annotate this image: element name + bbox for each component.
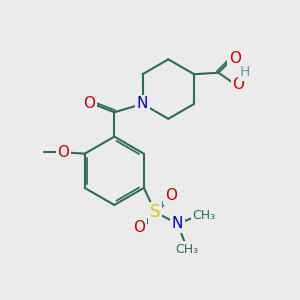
- Text: CH₃: CH₃: [175, 243, 198, 256]
- Text: O: O: [83, 96, 95, 111]
- Text: CH₃: CH₃: [193, 209, 216, 222]
- Text: O: O: [57, 145, 69, 160]
- Text: O: O: [232, 77, 244, 92]
- Text: O: O: [133, 220, 145, 235]
- Text: O: O: [165, 188, 177, 203]
- Text: N: N: [137, 96, 148, 111]
- Text: H: H: [239, 65, 250, 79]
- Text: S: S: [150, 203, 160, 221]
- Text: O: O: [229, 51, 241, 66]
- Text: N: N: [172, 216, 183, 231]
